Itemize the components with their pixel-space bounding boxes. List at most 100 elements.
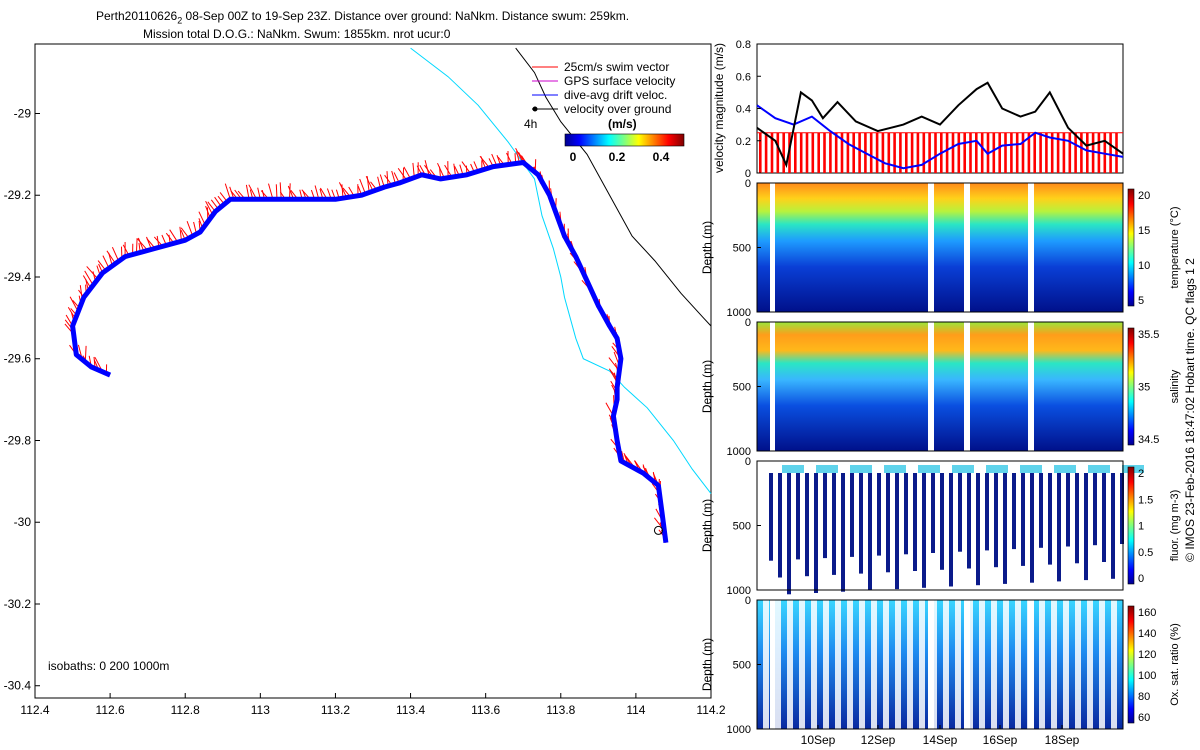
section-cast-gap xyxy=(991,600,997,729)
map-x-tick-label: 113.4 xyxy=(396,703,425,717)
colorbar-tick-label: 1 xyxy=(1138,521,1144,533)
map-x-tick-label: 113.6 xyxy=(471,703,500,717)
swim-speed-bar xyxy=(957,132,961,173)
fluor-cast xyxy=(985,473,989,551)
swim-speed-bar xyxy=(1021,132,1025,173)
section-cast-gap xyxy=(847,600,853,729)
date-tick-label: 12Sep xyxy=(861,733,896,747)
colorbar-tick-label: 1.5 xyxy=(1138,494,1153,506)
fluor-cast xyxy=(976,473,980,586)
section-cast-gap xyxy=(1027,600,1033,729)
map-x-tick-label: 113.2 xyxy=(321,703,350,717)
map-x-tick-label: 113 xyxy=(251,703,270,717)
qc-copyright-label: © IMOS 23-Feb-2016 18:47:02 Hobart time.… xyxy=(1183,258,1197,562)
swim-speed-bar xyxy=(945,132,949,173)
fluor-cast xyxy=(1057,473,1061,582)
swim-speed-bar xyxy=(829,132,832,173)
fluor-cast xyxy=(886,473,890,573)
fluor-cast xyxy=(1030,473,1034,583)
swim-vector xyxy=(437,162,445,179)
ground-speed-line xyxy=(756,81,1124,169)
legend-item-ground: velocity over ground xyxy=(564,102,671,116)
swim-speed-bar xyxy=(811,132,815,173)
fluor-cast xyxy=(787,473,791,595)
colorbar-label: temperature (°C) xyxy=(1169,206,1181,288)
fluor-cast xyxy=(859,473,863,574)
swim-vector xyxy=(268,183,274,200)
section-cast-gap xyxy=(1063,600,1069,729)
map-x-tick-label: 114 xyxy=(626,703,645,717)
colorbar-tick-label: 15 xyxy=(1138,225,1150,237)
legend-item-dive: dive-avg drift veloc. xyxy=(564,88,667,102)
swim-speed-bar xyxy=(1045,132,1048,173)
title-subscript: 2 xyxy=(177,15,183,26)
swim-vector xyxy=(86,266,99,280)
speed-colorbar-tick-1: 0.2 xyxy=(609,150,626,164)
swim-speed-bar xyxy=(869,132,873,173)
fluor-cast xyxy=(796,473,800,560)
velocity-tick-label: 0.8 xyxy=(736,39,751,51)
fluor-surface-patch xyxy=(986,465,1008,473)
legend-item-gps: GPS surface velocity xyxy=(564,74,675,88)
velocity-tick-label: 0.4 xyxy=(736,104,751,116)
swim-speed-bar xyxy=(1074,132,1077,173)
section-cast-gap xyxy=(799,600,805,729)
fluor-surface-patch xyxy=(918,465,940,473)
title-suffix: 08-Sep 00Z to 19-Sep 23Z. Distance over … xyxy=(182,9,630,23)
fluor-cast xyxy=(895,473,899,590)
swim-speed-bar xyxy=(1086,132,1089,173)
swim-speed-bar xyxy=(1004,132,1007,173)
swim-vector xyxy=(515,147,524,163)
fluor-surface-patch xyxy=(816,465,838,473)
swim-speed-bar xyxy=(881,132,885,173)
date-tick-label: 10Sep xyxy=(801,733,836,747)
swim-vector xyxy=(366,176,370,193)
swim-speed-bar xyxy=(1080,132,1083,173)
title-line-1: Perth201106262 08-Sep 00Z to 19-Sep 23Z.… xyxy=(96,9,629,25)
swim-speed-bar xyxy=(1109,132,1112,173)
depth-section-2: 0 500 1000 Depth (m) 5 10 15 20 temperature (°C) xyxy=(700,178,1181,319)
section-cast-gap xyxy=(775,600,781,729)
map-x-tick-label: 112.6 xyxy=(96,703,125,717)
swim-speed-bar xyxy=(910,132,914,173)
depth-tick-label: 1000 xyxy=(727,724,751,736)
swim-vector xyxy=(224,183,231,200)
map-ticks: 112.4 112.6 112.8 113 113.2 113.4 113.6 113.8 11… xyxy=(4,106,726,717)
swim-speed-bar xyxy=(1056,132,1060,173)
fluor-cast xyxy=(769,473,773,561)
depth-tick-label: 500 xyxy=(733,243,751,255)
depth-section-5: 0 500 1000 Depth (m) 60 80 100 120 140 160 Ox. sat… xyxy=(700,595,1181,747)
swim-speed-bar xyxy=(969,132,972,173)
section-cast-gap xyxy=(811,600,817,729)
section-data-gap xyxy=(928,183,934,312)
swim-speed-bar xyxy=(1039,132,1042,173)
section-cast-gap xyxy=(823,600,829,729)
fluor-cast xyxy=(1111,473,1115,579)
fluor-cast xyxy=(1021,473,1025,566)
colorbar-label: fluor. (mg m-3) xyxy=(1169,490,1181,562)
section-cast-gap xyxy=(919,600,925,729)
colorbar-tick-label: 10 xyxy=(1138,260,1150,272)
fluor-cast xyxy=(922,473,926,588)
section-cast-gap xyxy=(967,600,973,729)
isobath-deep-line xyxy=(515,47,712,327)
fluor-cast xyxy=(1075,473,1079,564)
colorbar-tick-label: 35 xyxy=(1138,382,1150,394)
fluor-cast xyxy=(778,473,782,578)
section-cast-gap xyxy=(1015,600,1021,729)
section-cast-gap xyxy=(907,600,913,729)
depth-tick-label: 1000 xyxy=(727,585,751,597)
swim-speed-bar xyxy=(934,132,937,173)
section-colorbar xyxy=(1127,605,1135,724)
swim-speed-bar xyxy=(759,132,762,173)
fluor-cast xyxy=(967,473,971,569)
depth-ylabel: Depth (m) xyxy=(700,638,714,691)
velocity-ylabel: velocity magnitude (m/s) xyxy=(712,43,726,173)
section-cast-gap xyxy=(835,600,841,729)
swim-speed-bar xyxy=(899,132,902,173)
map-y-tick-label: -29.8 xyxy=(4,433,32,447)
swim-speed-bar xyxy=(770,132,774,173)
colorbar-tick-label: 140 xyxy=(1138,628,1156,640)
